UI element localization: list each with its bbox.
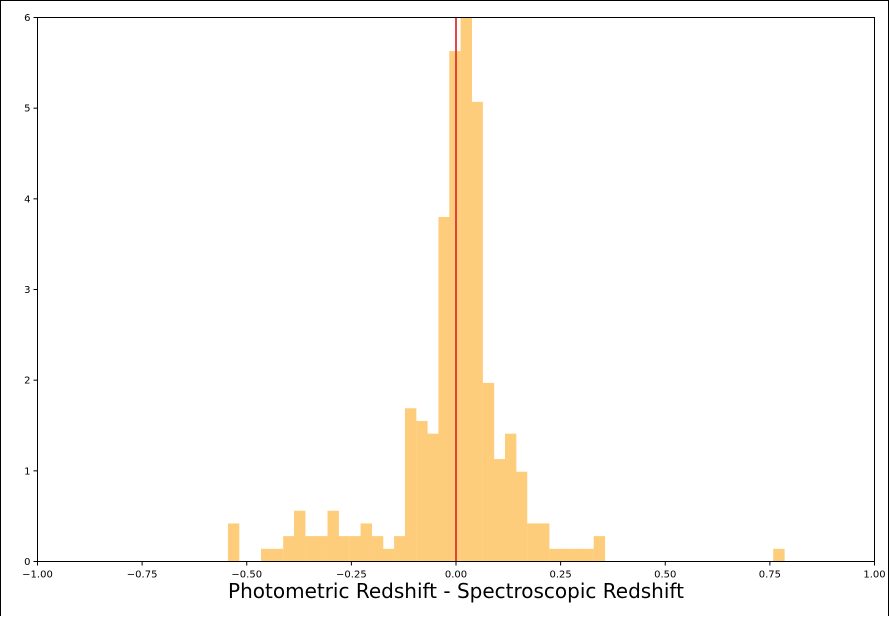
- histogram-bar: [404, 408, 417, 562]
- y-tick-label: 4: [24, 194, 30, 205]
- y-tick-label: 6: [24, 13, 30, 24]
- histogram-bar: [349, 536, 362, 562]
- histogram-bar: [371, 536, 384, 562]
- histogram-bar: [449, 51, 461, 562]
- y-tick-label: 2: [24, 376, 30, 387]
- histogram-bar: [316, 536, 328, 562]
- y-tick-label: 1: [24, 466, 30, 477]
- x-axis-title: Photometric Redshift - Spectroscopic Red…: [228, 579, 684, 603]
- y-tick-label: 5: [24, 104, 30, 115]
- histogram-bar: [382, 548, 395, 562]
- histogram-bar: [571, 548, 583, 562]
- histogram-bar: [283, 536, 295, 562]
- histogram-bar: [471, 101, 483, 562]
- x-tick-label: −0.50: [231, 570, 262, 581]
- histogram-bar: [227, 523, 240, 562]
- histogram-bar: [560, 548, 572, 562]
- histogram-bar: [527, 523, 539, 562]
- histogram-bar: [294, 510, 306, 562]
- histogram-bar: [493, 459, 506, 562]
- histogram-bar: [538, 523, 550, 562]
- histogram-bar: [327, 510, 339, 562]
- histogram-bar: [773, 548, 785, 562]
- histogram-bar: [360, 523, 372, 562]
- x-tick-label: 0.75: [759, 570, 781, 581]
- histogram-bar: [427, 433, 439, 562]
- histogram-bar: [515, 471, 528, 562]
- histogram-bar: [504, 433, 517, 562]
- x-tick-label: −0.25: [336, 570, 367, 581]
- x-tick-label: −0.75: [127, 570, 158, 581]
- x-axis-ticks: −1.00 −0.75 −0.50 −0.25 0.00 0.25 0.50 0.75 1.00: [22, 561, 886, 581]
- histogram-bar: [582, 548, 594, 562]
- x-tick-label: 0.00: [445, 570, 467, 581]
- histogram-bar: [271, 548, 284, 562]
- histogram-bar: [338, 536, 350, 562]
- histogram-bar: [549, 548, 561, 562]
- histogram-bar: [305, 536, 317, 562]
- y-axis-ticks: 0 1 2 3 4 5 6: [24, 13, 38, 568]
- histogram-bar: [260, 548, 273, 562]
- x-tick-label: −1.00: [22, 570, 53, 581]
- histogram-bar: [416, 420, 428, 562]
- histogram-bar: [593, 536, 606, 562]
- histogram-bar: [460, 17, 472, 562]
- y-tick-label: 3: [24, 285, 30, 296]
- x-tick-label: 0.50: [654, 570, 676, 581]
- histogram-bar: [482, 382, 495, 562]
- histogram-bars: [227, 17, 785, 562]
- histogram-bar: [394, 536, 406, 562]
- x-tick-label: 1.00: [863, 570, 885, 581]
- x-tick-label: 0.25: [549, 570, 571, 581]
- histogram-bar: [438, 216, 450, 562]
- y-tick-label: 0: [24, 557, 30, 568]
